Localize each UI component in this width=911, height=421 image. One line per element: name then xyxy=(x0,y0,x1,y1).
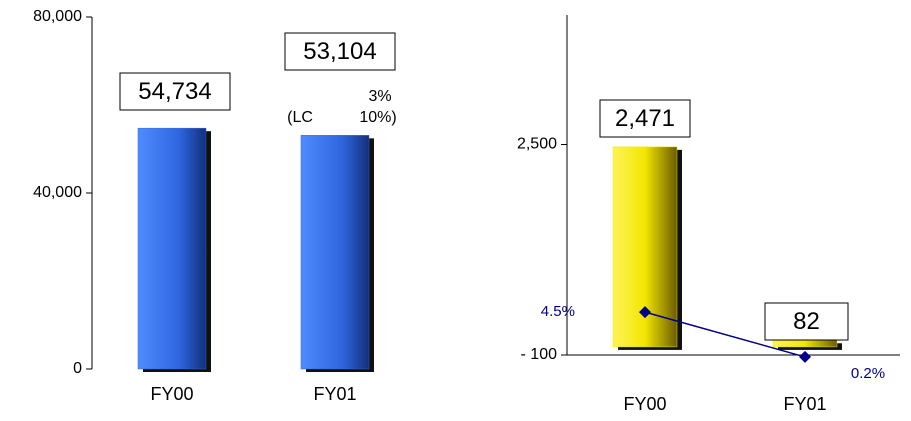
y-tick-label: 2,500 xyxy=(517,136,557,153)
value-label-box xyxy=(599,99,691,138)
annotation: (LC xyxy=(287,109,313,126)
annotation: 3% xyxy=(368,88,391,105)
y-tick-label: 80,000 xyxy=(33,8,82,25)
value-label-box xyxy=(764,302,849,341)
bar xyxy=(300,135,370,370)
line-marker xyxy=(639,306,651,319)
line-value-label: 0.2% xyxy=(851,365,885,382)
value-label: 2,471 xyxy=(615,105,675,132)
bar xyxy=(137,127,207,370)
line-value-label: 4.5% xyxy=(541,303,575,320)
value-label: 53,104 xyxy=(303,38,376,65)
x-tick-label: FY00 xyxy=(623,394,666,414)
value-label: 54,734 xyxy=(138,78,211,105)
value-label: 82 xyxy=(793,308,820,335)
value-label-box xyxy=(284,32,396,71)
x-tick-label: FY00 xyxy=(150,384,193,404)
line-marker xyxy=(799,350,811,363)
value-label-box xyxy=(119,72,231,111)
annotation: 10%) xyxy=(359,109,396,126)
bar xyxy=(772,340,838,348)
x-tick-label: FY01 xyxy=(313,384,356,404)
y-tick-label: 40,000 xyxy=(33,184,82,201)
line xyxy=(644,311,806,358)
y-tick-label: - 100 xyxy=(521,346,558,363)
x-tick-label: FY01 xyxy=(783,394,826,414)
y-tick-label: 0 xyxy=(73,360,82,377)
